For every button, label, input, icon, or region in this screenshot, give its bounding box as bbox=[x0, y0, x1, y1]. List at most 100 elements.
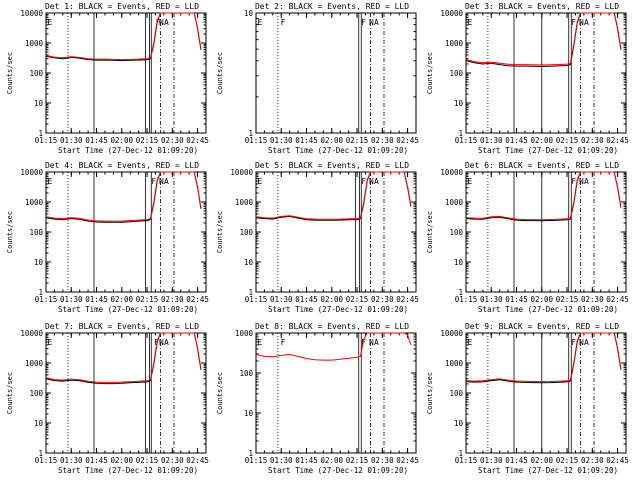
marker-a: A bbox=[374, 18, 379, 27]
panel-title: Det 5: BLACK = Events, RED = LLD bbox=[255, 161, 409, 170]
marker-n: N bbox=[159, 338, 164, 347]
lld-series-line bbox=[465, 171, 622, 221]
y-tick-label: 100 bbox=[449, 389, 463, 398]
y-tick-label: 1 bbox=[458, 129, 463, 138]
x-tick-label: 02:30 bbox=[161, 456, 184, 465]
x-tick-label: 02:45 bbox=[396, 136, 419, 145]
marker-a: A bbox=[584, 338, 589, 347]
events-series-line bbox=[465, 332, 622, 384]
x-tick-label: 02:00 bbox=[111, 136, 134, 145]
x-tick-label: 02:30 bbox=[161, 295, 184, 304]
marker-n: N bbox=[579, 18, 584, 27]
marker-f: F bbox=[281, 338, 286, 347]
x-tick-label: 01:45 bbox=[85, 456, 108, 465]
x-tick-label: 01:45 bbox=[295, 295, 318, 304]
marker-e: E bbox=[258, 18, 263, 27]
x-tick-label: 02:15 bbox=[556, 295, 579, 304]
x-tick-label: 02:45 bbox=[606, 295, 629, 304]
x-tick-label: 02:15 bbox=[136, 136, 159, 145]
marker-a: A bbox=[164, 18, 169, 27]
lld-series-line bbox=[465, 12, 622, 66]
events-series-line bbox=[465, 171, 622, 222]
plot-frame bbox=[255, 12, 417, 134]
y-axis-label: Counts/sec bbox=[216, 211, 224, 253]
y-tick-label: 1000 bbox=[25, 39, 44, 48]
y-tick-label: 1000 bbox=[235, 198, 254, 207]
marker-a: A bbox=[374, 177, 379, 186]
x-tick-label: 02:45 bbox=[186, 136, 209, 145]
y-tick-label: 1000 bbox=[25, 359, 44, 368]
x-tick-label: 01:15 bbox=[245, 136, 268, 145]
marker-e: E bbox=[258, 177, 263, 186]
x-tick-label: 01:30 bbox=[60, 456, 83, 465]
x-tick-label: 02:00 bbox=[321, 295, 344, 304]
y-axis-label: Counts/sec bbox=[216, 52, 224, 94]
y-tick-label: 10000 bbox=[20, 329, 43, 338]
y-tick-label: 1 bbox=[38, 288, 43, 297]
x-tick-label: 01:15 bbox=[35, 295, 58, 304]
y-tick-label: 10 bbox=[34, 258, 44, 267]
y-tick-label: 100 bbox=[29, 389, 43, 398]
x-tick-label: 02:45 bbox=[186, 295, 209, 304]
y-axis-label: Counts/sec bbox=[216, 372, 224, 414]
y-tick-label: 1 bbox=[38, 129, 43, 138]
y-tick-label: 10 bbox=[454, 258, 464, 267]
y-tick-label: 10000 bbox=[440, 9, 463, 18]
x-tick-label: 02:45 bbox=[186, 456, 209, 465]
x-axis-label: Start Time (27-Dec-12 01:09:20) bbox=[58, 466, 198, 475]
marker-f: F bbox=[571, 338, 576, 347]
detector-panel-1: Det 1: BLACK = Events, RED = LLD 1 10 100 10… bbox=[6, 2, 209, 155]
marker-e: E bbox=[468, 177, 473, 186]
panel-title: Det 9: BLACK = Events, RED = LLD bbox=[465, 322, 619, 331]
x-tick-label: 02:00 bbox=[111, 295, 134, 304]
x-tick-label: 02:30 bbox=[161, 136, 184, 145]
x-tick-label: 02:15 bbox=[136, 295, 159, 304]
x-tick-label: 02:15 bbox=[346, 295, 369, 304]
marker-a: A bbox=[164, 338, 169, 347]
x-tick-label: 01:30 bbox=[270, 456, 293, 465]
x-tick-label: 01:30 bbox=[270, 136, 293, 145]
y-axis-label: Counts/sec bbox=[6, 52, 14, 94]
marker-e: E bbox=[258, 338, 263, 347]
panel-title: Det 2: BLACK = Events, RED = LLD bbox=[255, 2, 409, 11]
x-axis-label: Start Time (27-Dec-12 01:09:20) bbox=[478, 146, 618, 155]
x-tick-label: 01:15 bbox=[35, 456, 58, 465]
marker-f: F bbox=[281, 18, 286, 27]
x-tick-label: 01:30 bbox=[60, 295, 83, 304]
x-tick-label: 02:00 bbox=[531, 136, 554, 145]
marker-a: A bbox=[164, 177, 169, 186]
panel-title: Det 6: BLACK = Events, RED = LLD bbox=[465, 161, 619, 170]
marker-a: A bbox=[584, 177, 589, 186]
lld-series-line bbox=[45, 171, 202, 222]
x-tick-label: 02:30 bbox=[581, 295, 604, 304]
x-tick-label: 01:30 bbox=[60, 136, 83, 145]
y-tick-label: 10000 bbox=[20, 9, 43, 18]
panel-title: Det 4: BLACK = Events, RED = LLD bbox=[45, 161, 199, 170]
marker-f: F bbox=[361, 18, 366, 27]
plot-frame bbox=[45, 12, 207, 134]
x-tick-label: 02:30 bbox=[581, 456, 604, 465]
y-tick-label: 1 bbox=[248, 449, 253, 458]
x-axis-label: Start Time (27-Dec-12 01:09:20) bbox=[478, 466, 618, 475]
plot-frame bbox=[255, 171, 417, 293]
x-tick-label: 01:30 bbox=[480, 456, 503, 465]
x-tick-label: 01:45 bbox=[505, 295, 528, 304]
plot-frame bbox=[45, 171, 207, 293]
y-axis-label: Counts/sec bbox=[6, 211, 14, 253]
lld-series-line bbox=[45, 12, 202, 61]
events-series-line bbox=[465, 12, 622, 68]
x-axis-label: Start Time (27-Dec-12 01:09:20) bbox=[58, 305, 198, 314]
detector-panel-4: Det 4: BLACK = Events, RED = LLD 1 10 100 10… bbox=[6, 161, 209, 314]
x-tick-label: 02:00 bbox=[321, 456, 344, 465]
x-tick-label: 01:45 bbox=[505, 136, 528, 145]
y-axis-label: Counts/sec bbox=[426, 52, 434, 94]
x-tick-label: 02:30 bbox=[371, 456, 394, 465]
marker-a: A bbox=[374, 338, 379, 347]
x-tick-label: 01:45 bbox=[295, 136, 318, 145]
plot-frame bbox=[465, 332, 627, 454]
y-tick-label: 1 bbox=[458, 288, 463, 297]
y-tick-label: 100 bbox=[29, 228, 43, 237]
y-tick-label: 10000 bbox=[440, 168, 463, 177]
x-tick-label: 01:45 bbox=[295, 456, 318, 465]
